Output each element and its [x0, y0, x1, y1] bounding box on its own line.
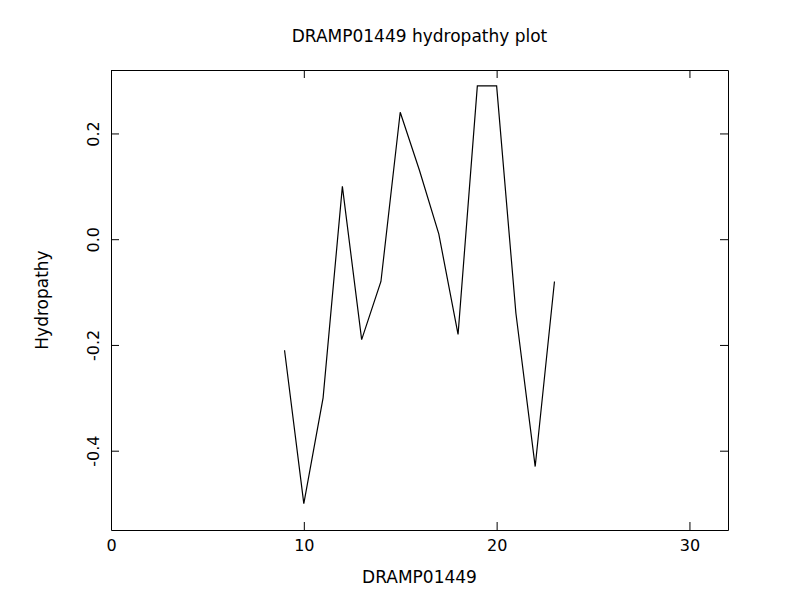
y-axis-right-line [728, 71, 729, 531]
tick-mark [689, 522, 690, 530]
plot: 0 10 20 30 -0.4 -0.2 0.0 0.2 [84, 70, 729, 555]
chart: 0 10 20 30 -0.4 -0.2 0.0 0.2 DRAMP01449 hydropat… [0, 0, 800, 600]
tick [689, 70, 690, 78]
tick-mark [111, 239, 119, 240]
tick: 10 [294, 522, 314, 555]
x-axis-top-line [112, 70, 729, 71]
tick-label: 0.0 [84, 227, 103, 252]
tick-label: 10 [294, 536, 314, 555]
tick [720, 239, 728, 240]
tick-mark [111, 451, 119, 452]
x-axis-line [112, 530, 729, 531]
tick-mark [304, 522, 305, 530]
tick-mark [720, 451, 728, 452]
series [285, 86, 555, 504]
tick [720, 451, 728, 452]
tick [720, 345, 728, 346]
tick-label: -0.4 [84, 436, 103, 467]
x-axis-top [112, 70, 729, 78]
tick-mark [720, 239, 728, 240]
tick: 0.0 [84, 227, 119, 252]
tick-label: 0 [106, 536, 116, 555]
x-axis-title: DRAMP01449 [362, 567, 477, 587]
tick-mark [304, 70, 305, 78]
tick-mark [689, 70, 690, 78]
tick-label: 0.2 [84, 121, 103, 146]
tick: -0.2 [84, 330, 119, 361]
tick [720, 133, 728, 134]
y-axis-title: Hydropathy [32, 250, 52, 349]
tick: 30 [680, 522, 700, 555]
tick-mark [111, 345, 119, 346]
tick-label: 30 [680, 536, 700, 555]
tick-mark [720, 345, 728, 346]
tick-label: -0.2 [84, 330, 103, 361]
tick-mark [497, 522, 498, 530]
tick-mark [720, 133, 728, 134]
y-axis-line [111, 71, 112, 531]
tick: -0.4 [84, 436, 119, 467]
hydropathy-line [285, 86, 555, 504]
tick: 20 [487, 522, 507, 555]
x-axis: 0 10 20 30 [106, 522, 728, 555]
tick-label: 20 [487, 536, 507, 555]
title: DRAMP01449 hydropathy plot [292, 26, 548, 46]
y-axis: -0.4 -0.2 0.0 0.2 [84, 71, 119, 531]
tick [304, 70, 305, 78]
tick [497, 70, 498, 78]
tick: 0.2 [84, 121, 119, 146]
y-axis-right [720, 71, 729, 531]
tick-mark [497, 70, 498, 78]
tick-mark [111, 133, 119, 134]
